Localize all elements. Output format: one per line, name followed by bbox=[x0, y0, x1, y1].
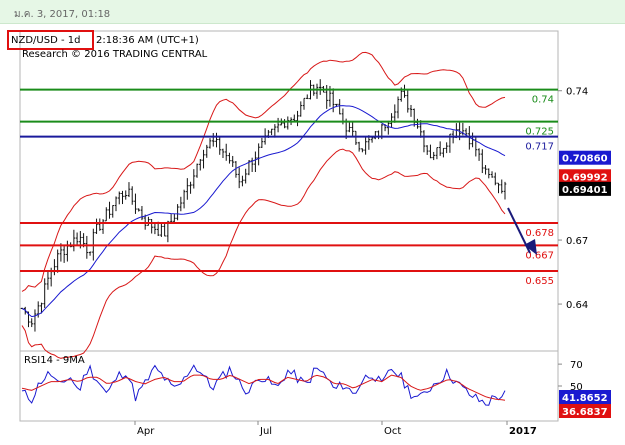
rsi-tick-label: 50 bbox=[570, 382, 583, 393]
price-tag-label: 0.70860 bbox=[562, 154, 608, 165]
level-label: 0.667 bbox=[525, 250, 554, 261]
plot-layer: 0.74 0.67 0.64 Apr Jul Oct 2017 0.74 0.725 0.717 0… bbox=[20, 51, 611, 437]
lower-band-line bbox=[21, 148, 506, 359]
projection-arrow-head bbox=[524, 239, 537, 255]
title-highlight-box bbox=[7, 30, 94, 50]
top-bar: ม.ค. 3, 2017, 01:18 bbox=[0, 0, 625, 24]
price-tag bbox=[559, 181, 611, 196]
rsi-line bbox=[21, 364, 506, 406]
x-tick-label: 2017 bbox=[509, 426, 537, 437]
price-chart[interactable]: 0.74 0.67 0.64 Apr Jul Oct 2017 0.74 0.725 0.717 0… bbox=[0, 23, 625, 445]
rsi-tick-label: 70 bbox=[570, 360, 583, 371]
level-label: 0.725 bbox=[525, 127, 554, 138]
level-label: 0.717 bbox=[525, 142, 554, 153]
rsi-panel-frame bbox=[19, 350, 559, 422]
price-tag bbox=[559, 150, 611, 165]
price-tag-label: 0.69992 bbox=[562, 172, 608, 183]
y-tick-label: 0.67 bbox=[566, 236, 588, 247]
moving-average-line bbox=[21, 105, 506, 318]
rsi-value-label: 41.8652 bbox=[562, 393, 608, 404]
rsi-ma-line bbox=[21, 374, 506, 401]
rsi-ma-value-label: 36.6837 bbox=[562, 407, 608, 418]
rsi-value-tag bbox=[559, 390, 611, 404]
price-tag bbox=[559, 169, 611, 184]
price-tag-label: 0.69401 bbox=[562, 185, 608, 196]
y-tick-label: 0.74 bbox=[566, 87, 588, 98]
x-tick-label: Oct bbox=[384, 426, 401, 437]
x-tick-label: Jul bbox=[259, 426, 272, 437]
datetime-text: ม.ค. 3, 2017, 01:18 bbox=[14, 9, 111, 20]
rsi-ma-value-tag bbox=[559, 404, 611, 418]
level-label: 0.74 bbox=[532, 95, 554, 106]
chart-title: NZD/USD - 1d bbox=[11, 35, 80, 46]
chart-timestamp: 2:18:36 AM (UTC+1) bbox=[96, 35, 199, 46]
indicator-title: RSI14 - 9MA bbox=[24, 355, 85, 366]
level-label: 0.655 bbox=[525, 276, 554, 287]
upper-band-line bbox=[21, 51, 506, 292]
y-tick-label: 0.64 bbox=[566, 300, 588, 311]
level-label: 0.678 bbox=[525, 228, 554, 239]
main-panel-frame bbox=[19, 30, 559, 352]
x-tick-label: Apr bbox=[137, 426, 155, 437]
chart-subtitle: Research © 2016 TRADING CENTRAL bbox=[22, 49, 208, 60]
